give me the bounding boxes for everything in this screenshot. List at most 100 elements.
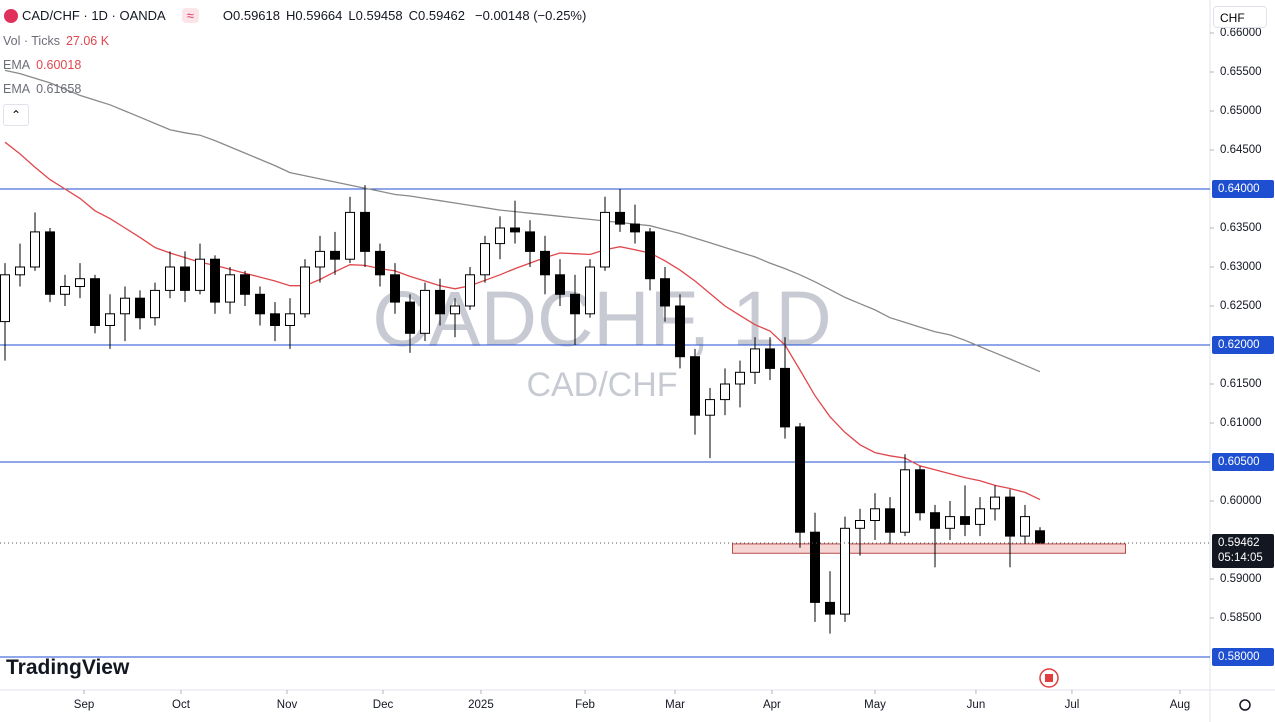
candle-body [855, 520, 866, 529]
candle-body [479, 243, 490, 276]
header: CAD/CHF · 1D · OANDA ≈ O0.59618 H0.59664 L… [4, 8, 586, 23]
ohlc-key: C [408, 8, 419, 23]
candle-body [675, 305, 686, 358]
collapse-toggle[interactable]: ⌃ [3, 104, 29, 126]
y-tick-label: 0.61500 [1220, 378, 1262, 390]
y-tick-label: 0.58500 [1220, 612, 1262, 624]
candle-body [690, 356, 701, 416]
candle-body [990, 496, 1001, 510]
candle-body [509, 227, 520, 233]
candle-body [735, 371, 746, 385]
x-tick-label: May [864, 699, 886, 711]
candle-body [239, 274, 250, 295]
y-tick-label: 0.65000 [1220, 105, 1262, 117]
volume-value: 27.06 K [65, 34, 110, 48]
y-tick-label: 0.62500 [1220, 300, 1262, 312]
candle-body [584, 266, 595, 315]
x-tick-label: Jul [1065, 699, 1080, 711]
candle-body [960, 516, 971, 525]
candle-body [284, 313, 295, 326]
ema-value: 0.61658 [36, 82, 82, 96]
candle-body [930, 512, 941, 529]
candle-body [374, 250, 385, 276]
level-label: 0.64000 [1218, 183, 1260, 195]
candle-body [104, 313, 115, 326]
candle-body [524, 231, 535, 252]
ema-line [4, 141, 1041, 501]
candle-body [179, 266, 190, 291]
x-tick-label: Sep [74, 699, 94, 711]
candle-body [59, 285, 70, 295]
candle-body [434, 289, 445, 315]
volume-label: Vol · Ticks [3, 34, 60, 48]
logo: TradingView [6, 656, 129, 680]
ohlc-key: H [286, 8, 296, 23]
candle-body [299, 266, 310, 315]
candle-body [720, 383, 731, 401]
x-tick-label: Jun [967, 699, 986, 711]
level-label-box [1212, 648, 1274, 667]
ema-value: 0.60018 [36, 58, 82, 72]
candle-body [825, 601, 836, 615]
support-zone [732, 543, 1127, 554]
candle-body [539, 250, 550, 276]
ohlc-value: 0.59664 [295, 8, 343, 23]
x-tick-label: Aug [1170, 699, 1190, 711]
ema-legend: EMA 0.61658 [3, 82, 81, 96]
plot-area [0, 69, 1210, 658]
candle-body [1035, 530, 1046, 544]
last-price-box [1212, 533, 1274, 568]
symbol-icon [4, 8, 18, 23]
candle-body [765, 348, 776, 369]
candle-body [74, 278, 85, 287]
level-label-box [1212, 453, 1274, 472]
candle-body [44, 231, 55, 295]
candle-body [660, 278, 671, 307]
ohlc-legend: O0.59618 H0.59664 L0.59458 C0.59462 [217, 8, 465, 23]
y-tick-label: 0.64500 [1220, 144, 1262, 156]
x-tick-label: Apr [763, 699, 781, 711]
watermark-sub: CAD/CHF [526, 366, 677, 404]
candle-body [494, 227, 505, 245]
candle-body [630, 223, 641, 233]
candle-body [554, 274, 565, 295]
x-tick-label: 2025 [468, 699, 494, 711]
candle-body [314, 250, 325, 268]
candle-body [870, 508, 881, 522]
volume-legend: Vol · Ticks 27.06 K [3, 34, 109, 48]
candle-body [404, 301, 415, 334]
level-label: 0.60500 [1218, 456, 1260, 468]
ohlc-value: 0.59462 [418, 8, 466, 23]
candle-body [29, 231, 40, 268]
settings-icon[interactable] [1239, 699, 1251, 711]
x-tick-label: Dec [373, 699, 394, 711]
x-tick-label: Nov [277, 699, 298, 711]
x-tick-label: Mar [665, 699, 685, 711]
y-tick-label: 0.59000 [1220, 573, 1262, 585]
x-tick-label: Feb [575, 699, 595, 711]
candle-body [900, 469, 911, 533]
symbol[interactable]: CAD/CHF · 1D · OANDA [22, 8, 166, 23]
level-label-box [1212, 336, 1274, 354]
candle-body [449, 305, 460, 315]
watermark: CADCHF, 1D [372, 275, 831, 363]
ema-name: EMA [3, 58, 31, 72]
y-tick-label: 0.63000 [1220, 261, 1262, 273]
level-label: 0.58000 [1218, 651, 1260, 663]
y-tick-label: 0.61000 [1220, 417, 1262, 429]
candle-body [419, 289, 430, 334]
countdown: 05:14:05 [1218, 552, 1263, 564]
candle-body [269, 313, 280, 326]
compare-badge[interactable]: ≈ [181, 8, 199, 23]
candle-body [780, 367, 791, 428]
currency-button[interactable]: CHF [1213, 6, 1267, 28]
candle-body [254, 293, 265, 315]
candle-body [0, 274, 10, 323]
y-tick-label: 0.63500 [1220, 222, 1262, 234]
candle-body [1005, 496, 1016, 537]
ohlc-key: L [348, 8, 356, 23]
candle-body [885, 508, 896, 533]
candle-body [600, 211, 610, 268]
